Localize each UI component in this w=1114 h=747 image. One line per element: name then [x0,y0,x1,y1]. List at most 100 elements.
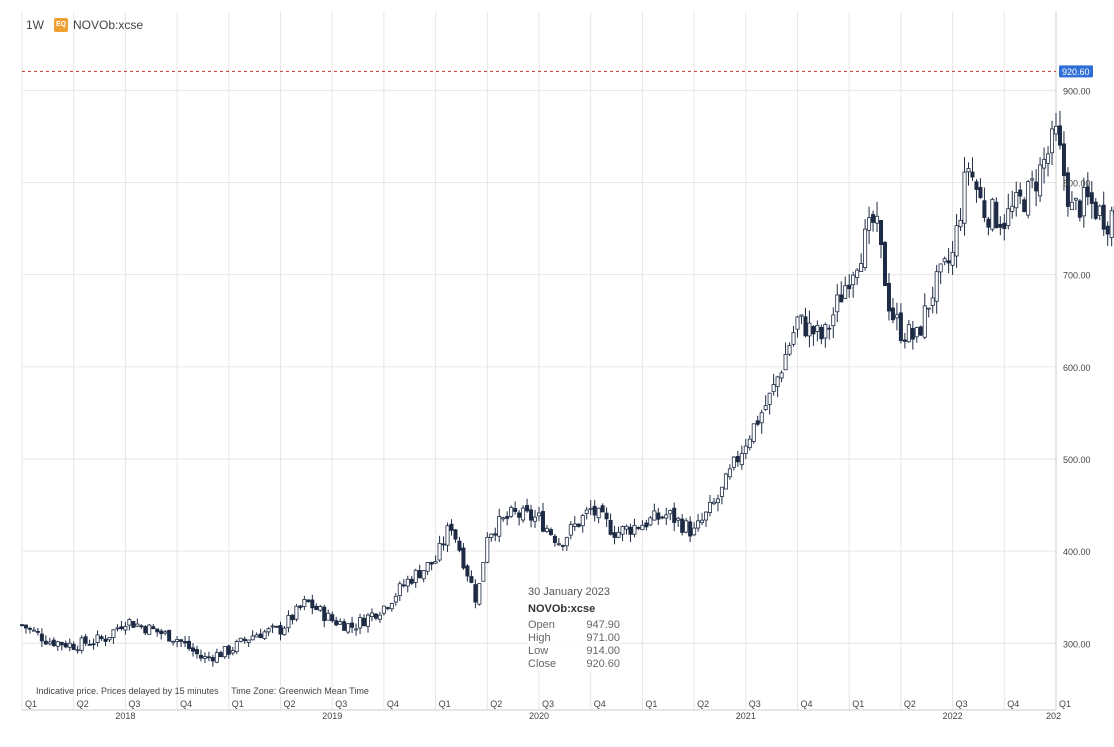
candle [632,518,637,538]
candle [354,623,359,636]
candle-body [373,613,378,619]
candle-body [346,623,351,633]
candle [266,627,271,636]
candle [238,637,243,643]
candle-body [135,623,140,627]
candle-body [835,294,840,313]
candle [131,620,136,628]
candle [580,513,585,533]
candle [1042,147,1047,184]
candle-body [751,423,756,442]
candle-body [318,606,323,611]
candle-body [525,505,530,512]
candle-body [286,615,291,629]
y-tick-label: 900.00 [1063,86,1091,96]
x-quarter-label: Q1 [25,699,37,709]
candle [1073,197,1078,211]
candle-body [1038,164,1043,197]
candle [377,611,382,623]
candle [163,630,168,636]
candle-body [604,512,609,520]
candle [517,510,522,526]
candle [859,253,864,272]
tooltip-date: 30 January 2023 [528,586,610,598]
candle-body [1026,181,1031,216]
tooltip-symbol: NOVOb:xcse [528,603,596,615]
candle-body [548,529,553,535]
candle [644,519,649,531]
candle-body [377,614,382,620]
candle-body [719,486,724,497]
candle-body [711,501,716,505]
candle-body [886,282,891,312]
candle [704,511,709,527]
candle [767,392,772,415]
candle [362,614,367,627]
candle-body [1065,172,1070,207]
candle [282,626,287,636]
candle-body [572,523,577,527]
candle-body [787,345,792,355]
candle-body [676,517,681,521]
candle-body [795,316,800,330]
candle [958,207,963,231]
candle [294,603,299,622]
candle-body [485,536,490,563]
candle [548,527,553,536]
x-quarter-label: Q4 [387,699,399,709]
candle [572,516,577,531]
candle [894,302,899,331]
candle [107,636,112,643]
interval-selector[interactable]: 1W [26,18,44,32]
candle [19,623,24,627]
candle [401,579,406,588]
candle [191,643,196,657]
candle [270,623,275,633]
candle [791,326,796,347]
candle [222,646,227,659]
candle-body [799,314,804,317]
candle [358,613,363,634]
candle-body [942,258,947,263]
candle [556,537,561,546]
candle [521,505,526,523]
candle [592,499,597,522]
candle [47,637,52,646]
candle [1105,221,1110,246]
x-quarter-label: Q4 [180,699,192,709]
candle [795,315,800,338]
candle-body [306,599,311,603]
candle-body [107,636,112,641]
x-year-label: 2019 [322,711,342,721]
candle-body [704,511,709,521]
candle [1085,172,1090,206]
candle [437,535,442,562]
candle [409,576,414,585]
candle [369,608,374,622]
y-tick-label: 300.00 [1063,639,1091,649]
candle-body [489,533,494,538]
tooltip-row-low: Low 914.00 [528,645,620,657]
candle-body [226,645,231,655]
candle [994,197,999,229]
candle [906,319,911,343]
candle [926,307,931,318]
candle [330,611,335,623]
candle-body [242,638,247,642]
candle-body [47,641,52,645]
candle [723,472,728,490]
candle-body [330,614,335,622]
candle [700,512,705,526]
candle-body [628,526,633,535]
candle-body [759,412,764,424]
x-quarter-label: Q2 [697,699,709,709]
candle [242,636,247,644]
candle [202,652,207,663]
candle [453,528,458,543]
candle-body [119,626,124,630]
x-quarter-label: Q3 [128,699,140,709]
x-quarter-label: Q1 [852,699,864,709]
candle [783,342,788,371]
